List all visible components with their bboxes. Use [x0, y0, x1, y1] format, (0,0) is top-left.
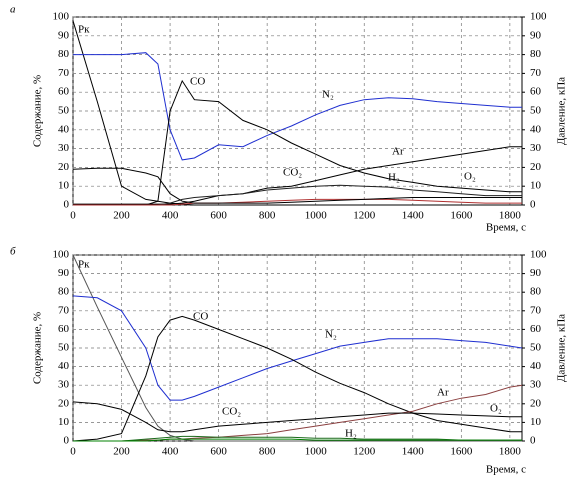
series-line [72, 401, 522, 433]
y2-tick-label: 90 [530, 29, 542, 41]
series-label: CO [193, 311, 208, 323]
y2-tick-label: 40 [530, 360, 542, 372]
x-tick-label: 1200 [353, 446, 376, 458]
y-tick-label: 40 [58, 360, 70, 372]
x-axis-label: Время, с [486, 222, 526, 234]
y-tick-label: 40 [58, 123, 70, 135]
series-line [72, 20, 522, 206]
x-tick-label: 1600 [450, 446, 473, 458]
y-tick-label: 10 [58, 180, 70, 192]
panel-label: а [10, 4, 16, 16]
y-tick-label: 90 [58, 29, 70, 41]
x-tick-label: 800 [259, 210, 276, 222]
y-tick-label: 100 [53, 11, 70, 23]
y-tick-label: 20 [58, 161, 70, 173]
series-label: Pк [78, 259, 90, 271]
x-tick-label: 1400 [402, 210, 425, 222]
series-line [73, 52, 522, 161]
x-tick-label: 400 [162, 446, 179, 458]
series-line [73, 384, 523, 442]
series-line [72, 167, 522, 204]
y2-axis-label: Давление, кПа [556, 77, 568, 145]
y-tick-label: 80 [58, 286, 70, 298]
y2-tick-label: 80 [530, 48, 542, 60]
x-tick-label: 1000 [305, 446, 328, 458]
y2-tick-label: 0 [530, 435, 536, 447]
panel-label: б [10, 246, 16, 258]
y-tick-label: 60 [58, 323, 70, 335]
y-tick-label: 20 [58, 397, 70, 409]
series-label: Pк [78, 24, 90, 36]
y2-tick-label: 100 [530, 11, 547, 23]
series-label: O₂ [464, 171, 476, 183]
y2-tick-label: 70 [530, 67, 542, 79]
x-tick-label: 0 [70, 446, 76, 458]
x-tick-label: 200 [113, 446, 130, 458]
series-line [73, 79, 522, 206]
y-tick-label: 60 [58, 86, 70, 98]
x-tick-label: 1200 [353, 210, 376, 222]
y-tick-label: 0 [64, 199, 70, 211]
y2-tick-label: 30 [530, 379, 542, 391]
series-line [72, 295, 523, 401]
y2-tick-label: 40 [530, 123, 542, 135]
x-tick-label: 800 [259, 446, 276, 458]
series-label: N₂ [325, 329, 337, 341]
y2-tick-label: 70 [530, 304, 542, 316]
series-label: Ar [392, 146, 404, 158]
y2-tick-label: 90 [530, 267, 542, 279]
series-line [73, 438, 522, 442]
series-line [72, 254, 522, 442]
x-axis-label: Время, с [486, 464, 526, 476]
y-tick-label: 50 [58, 342, 70, 354]
y-tick-label: 30 [58, 379, 70, 391]
y2-tick-label: 60 [530, 86, 542, 98]
series-label: H₂ [388, 172, 400, 184]
series-label: CO₂ [283, 167, 302, 179]
y-tick-label: 30 [58, 142, 70, 154]
y-tick-label: 70 [58, 67, 70, 79]
y2-tick-label: 0 [530, 199, 536, 211]
series-line [73, 198, 522, 206]
y-tick-label: 90 [58, 267, 70, 279]
y-tick-label: 100 [53, 249, 70, 261]
x-tick-label: 600 [210, 210, 227, 222]
y2-tick-label: 10 [530, 180, 542, 192]
series-label: H₂ [345, 428, 357, 440]
x-tick-label: 200 [113, 210, 130, 222]
series-label: CO [190, 76, 205, 88]
y2-tick-label: 10 [530, 416, 542, 428]
y-tick-label: 70 [58, 304, 70, 316]
y-tick-label: 10 [58, 416, 70, 428]
y2-tick-label: 20 [530, 397, 542, 409]
y2-axis-label: Давление, кПа [556, 314, 568, 382]
y2-tick-label: 20 [530, 161, 542, 173]
y2-tick-label: 80 [530, 286, 542, 298]
y2-tick-label: 50 [530, 342, 542, 354]
y-tick-label: 0 [64, 435, 70, 447]
x-tick-label: 1000 [305, 210, 328, 222]
y2-tick-label: 100 [530, 249, 547, 261]
y2-tick-label: 60 [530, 323, 542, 335]
y-tick-label: 80 [58, 48, 70, 60]
series-label: O₂ [490, 403, 502, 415]
x-tick-label: 1600 [450, 210, 473, 222]
x-tick-label: 0 [70, 210, 76, 222]
y-axis-label: Содержание, % [32, 312, 44, 384]
x-tick-label: 600 [210, 446, 227, 458]
y-tick-label: 50 [58, 105, 70, 117]
series-line [73, 146, 522, 205]
x-tick-label: 1800 [499, 446, 522, 458]
series-line [72, 315, 522, 442]
x-tick-label: 1800 [499, 210, 522, 222]
series-label: N₂ [322, 89, 334, 101]
y-axis-label: Содержание, % [32, 75, 44, 147]
series-label: Ar [437, 387, 449, 399]
x-tick-label: 400 [162, 210, 179, 222]
y2-tick-label: 50 [530, 105, 542, 117]
y2-tick-label: 30 [530, 142, 542, 154]
series-label: CO₂ [222, 406, 241, 418]
x-tick-label: 1400 [402, 446, 425, 458]
